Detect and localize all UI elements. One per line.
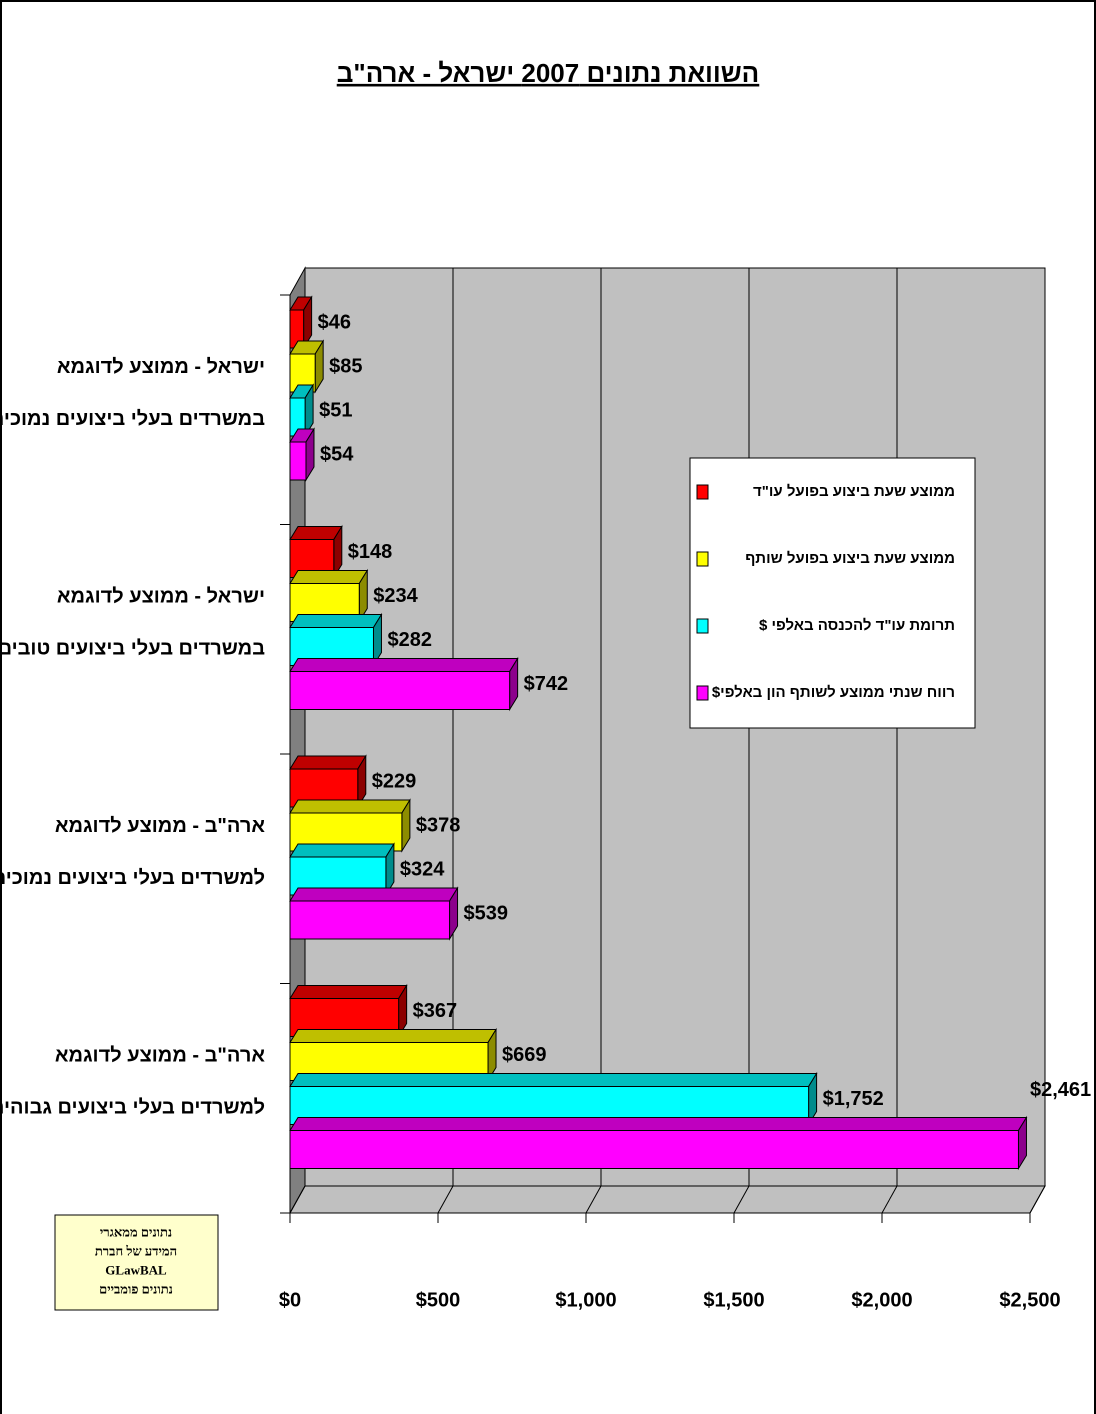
bar-top — [289, 614, 383, 628]
floor — [289, 1185, 1046, 1214]
floor-line — [881, 1185, 898, 1214]
x-tick-label: $1,500 — [703, 1289, 764, 1311]
value-label: $85 — [329, 355, 362, 377]
bar-top — [289, 843, 395, 858]
y-tick-label: ישראל - ממוצע לדוגמא במשרדים בעלי ביצועים… — [0, 356, 265, 430]
value-label: $367 — [413, 1000, 458, 1022]
bar-top — [289, 887, 459, 902]
floor-line — [1029, 1185, 1046, 1214]
bar-top — [289, 799, 411, 814]
bar — [289, 1130, 1019, 1169]
legend-swatch — [696, 551, 709, 567]
value-label: $378 — [416, 814, 461, 836]
value-label: $282 — [387, 629, 432, 651]
y-tick-label: ארה"ב - ממוצע לדוגמא למשרדים בעלי ביצועים… — [0, 815, 265, 889]
note-box — [54, 1214, 219, 1311]
bar — [289, 900, 451, 940]
legend-label: ממוצע שעת ביצוע בפועל שותף — [745, 550, 955, 567]
x-tick-label: $0 — [279, 1289, 301, 1311]
annotation: נתונים ממאגרי המידע של חברת GLawBAL נתונים … — [95, 1224, 177, 1296]
floor-line — [289, 1185, 306, 1214]
bar — [289, 671, 511, 710]
x-tick-label: $1,000 — [555, 1289, 616, 1311]
legend: ממוצע שעת ביצוע בפועל עו"ד ממוצע שעת ביצו… — [689, 457, 976, 729]
bar-top — [289, 1117, 1028, 1131]
value-label: $742 — [524, 673, 569, 695]
x-tick-label: $2,500 — [999, 1289, 1060, 1311]
value-label: $1,752 — [823, 1088, 884, 1110]
legend-swatch — [696, 484, 709, 500]
value-label: $148 — [348, 541, 393, 563]
bar — [289, 441, 307, 481]
x-tick-label: $2,000 — [851, 1289, 912, 1311]
floor-line — [437, 1185, 454, 1214]
value-label: $229 — [372, 770, 417, 792]
bar-top — [289, 658, 519, 672]
bar-top — [289, 526, 343, 540]
legend-label: תרומת עו"ד להכנסה באלפי $ — [759, 617, 955, 634]
value-label: $539 — [464, 902, 509, 924]
value-label: $54 — [320, 443, 354, 465]
value-label: $51 — [319, 399, 352, 421]
value-label: $46 — [318, 311, 351, 333]
y-tick-label: ישראל - ממוצע לדוגמא במשרדים בעלי ביצועים… — [0, 586, 265, 660]
legend-label: ממוצע שעת ביצוע בפועל עו"ד — [753, 483, 955, 500]
legend-box — [689, 457, 976, 729]
value-label: $2,461 — [1030, 1079, 1091, 1101]
floor-line — [585, 1185, 602, 1214]
value-label: $669 — [502, 1044, 547, 1066]
bar-top — [289, 570, 369, 584]
floor-line — [733, 1185, 750, 1214]
bar-top — [289, 1073, 818, 1087]
legend-swatch — [696, 685, 709, 701]
legend-label: רווח שנתי ממוצע לשותף הון באלפי$ — [712, 684, 955, 701]
bar-top — [289, 985, 408, 999]
bar-top — [289, 1029, 497, 1043]
chart-title: השוואת נתונים 2007 ישראל - ארה"ב — [337, 58, 760, 88]
x-tick-label: $500 — [416, 1289, 461, 1311]
legend-swatch — [696, 618, 709, 634]
value-label: $234 — [373, 585, 418, 607]
bar-top — [289, 755, 367, 770]
value-label: $324 — [400, 858, 445, 880]
y-tick-label: ארה"ב - ממוצע לדוגמא למשרדים בעלי ביצועים… — [0, 1045, 265, 1119]
